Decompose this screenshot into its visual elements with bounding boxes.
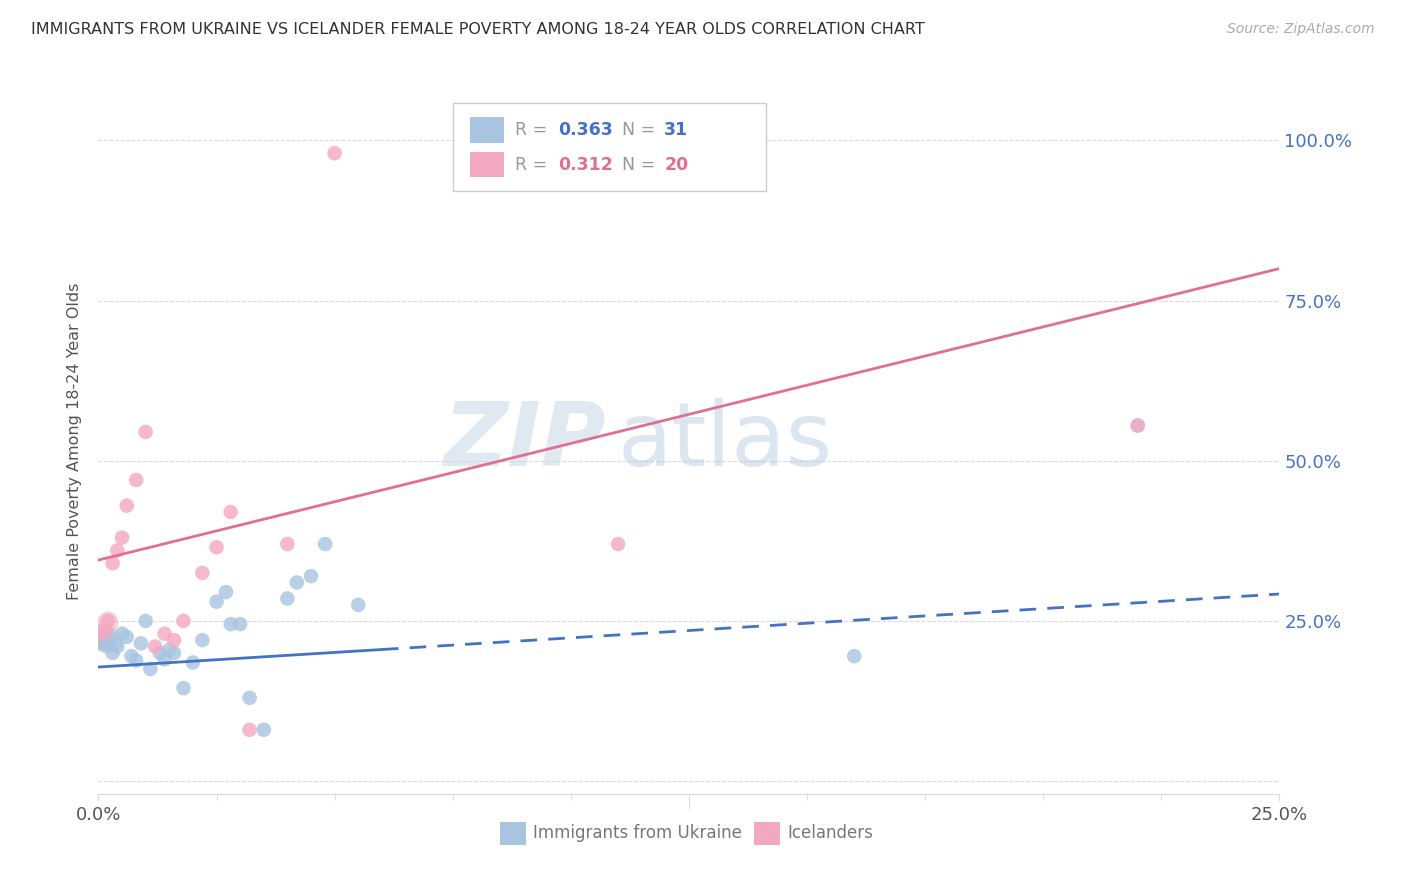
Point [91,626,114,640]
FancyBboxPatch shape [453,103,766,192]
Point [215,585,238,599]
Point [135,425,157,439]
Text: IMMIGRANTS FROM UKRAINE VS ICELANDER FEMALE POVERTY AMONG 18-24 YEAR OLDS CORREL: IMMIGRANTS FROM UKRAINE VS ICELANDER FEM… [31,22,925,37]
Text: R =: R = [516,155,553,174]
Point [153,652,176,666]
Point [276,537,298,551]
Point [115,630,138,644]
Point [276,591,298,606]
Point [253,723,276,737]
Text: Icelanders: Icelanders [787,824,873,842]
FancyBboxPatch shape [471,118,503,143]
Point [163,646,186,660]
Point [105,543,128,558]
Point [191,633,214,648]
Text: 20: 20 [664,155,689,174]
Point [239,690,262,705]
Point [299,569,322,583]
Text: ZIP: ZIP [443,398,606,485]
Point [239,723,262,737]
Point [101,646,124,660]
Point [191,566,214,580]
Text: N =: N = [621,155,661,174]
Point [97,630,120,644]
Point [149,646,172,660]
Point [153,626,176,640]
Point [129,636,152,650]
Point [135,614,157,628]
Text: Immigrants from Ukraine: Immigrants from Ukraine [533,824,742,842]
Point [97,633,120,648]
Point [285,575,308,590]
Point [314,537,336,551]
Point [91,626,114,640]
Point [101,556,124,570]
Point [143,640,166,654]
Point [105,640,128,654]
Point [157,642,180,657]
Point [101,634,124,648]
Point [323,146,346,161]
Point [125,473,148,487]
Y-axis label: Female Poverty Among 18-24 Year Olds: Female Poverty Among 18-24 Year Olds [66,283,82,600]
Point [111,626,134,640]
Point [844,649,866,664]
Text: R =: R = [516,121,553,139]
Point [205,595,228,609]
Point [172,681,194,696]
Point [97,615,120,630]
Text: 31: 31 [664,121,689,139]
Point [97,636,120,650]
Point [91,634,114,648]
Point [139,662,162,676]
Point [115,499,138,513]
Point [1126,418,1149,433]
Point [172,614,194,628]
Point [219,505,242,519]
Point [91,626,114,640]
Text: 0.312: 0.312 [558,155,613,174]
FancyBboxPatch shape [501,822,526,845]
Text: N =: N = [621,121,661,139]
Text: Source: ZipAtlas.com: Source: ZipAtlas.com [1227,22,1375,37]
Point [347,598,370,612]
Point [181,656,204,670]
Text: 0.363: 0.363 [558,121,613,139]
Text: atlas: atlas [619,398,834,485]
FancyBboxPatch shape [471,152,503,178]
Point [111,531,134,545]
Point [1126,418,1149,433]
Point [91,636,114,650]
FancyBboxPatch shape [754,822,780,845]
Point [229,617,252,632]
Point [205,541,228,555]
Point [163,633,186,648]
Point [97,614,120,628]
Point [91,633,114,648]
Point [125,654,148,668]
Point [219,617,242,632]
Point [121,649,143,664]
Point [607,537,630,551]
